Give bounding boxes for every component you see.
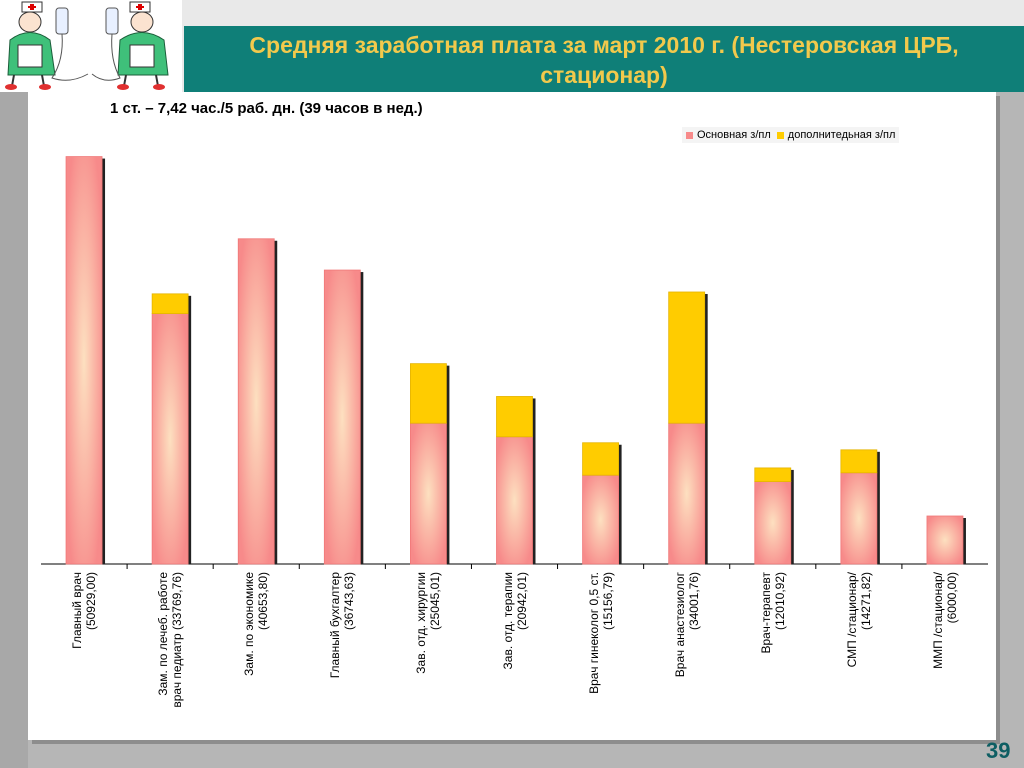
legend-label-additional: дополнитедьная з/пл — [787, 129, 896, 141]
x-tick-label-line: (14271,82) — [858, 572, 873, 631]
legend-label-main: Основная з/пл — [697, 129, 771, 141]
x-tick-label: Зав. отд. хирургии (25045,01) — [414, 572, 442, 742]
x-tick-label: Зав. отд. терапии (20942,01) — [501, 572, 529, 742]
bar-additional — [668, 291, 706, 424]
bar-additional — [496, 396, 533, 438]
x-tick-label-line: (6000,00) — [944, 572, 959, 624]
x-tick-label-line: СМП /стационар/ — [844, 572, 859, 668]
x-tick-label: Зам. по экономике (40653,80) — [242, 572, 270, 742]
x-tick-label-line: (34001,76) — [686, 572, 701, 631]
bar-main — [926, 515, 964, 565]
bar-main — [582, 474, 619, 565]
bar-main — [237, 238, 275, 565]
x-tick-label-line: Зав. отд. хирургии — [414, 572, 429, 674]
chart-subtitle: 1 ст. – 7,42 час./5 раб. дн. (39 часов в… — [110, 100, 423, 117]
x-tick-label-line: Главный бухгалтер — [328, 572, 343, 679]
page-number: 39 — [986, 738, 1011, 763]
bar-main — [65, 156, 103, 565]
chart-legend: Основная з/пл дополнитедьная з/пл — [682, 127, 900, 143]
x-tick-label-line: (40653,80) — [256, 572, 271, 631]
x-tick-label-line: Врач гинеколог 0,5 ст. — [586, 572, 601, 694]
bar-additional — [582, 442, 619, 476]
x-tick-label: Главный бухгалтер (36743,63) — [328, 572, 356, 742]
x-tick-label-line: врач педиатр (33769,76) — [170, 572, 185, 708]
legend-swatch-main — [686, 131, 693, 139]
bar-additional — [840, 449, 878, 474]
slide-title: Средняя заработная плата за март 2010 г.… — [249, 32, 959, 88]
x-tick-label-line: Врач-терапевт — [758, 572, 773, 654]
x-tick-label-line: (36743,63) — [342, 572, 357, 631]
bar-main — [840, 472, 878, 565]
legend-item-main: Основная з/пл — [686, 129, 771, 141]
bar-main — [323, 269, 361, 565]
bar-main — [754, 481, 792, 565]
bar-additional — [410, 363, 447, 424]
bar-main — [151, 313, 189, 565]
bar-chart — [41, 156, 988, 569]
left-side-strip — [0, 92, 28, 768]
x-tick-label: Врач гинеколог 0,5 ст. (15156,79) — [587, 572, 615, 742]
x-tick-label-line: (12010,92) — [772, 572, 787, 631]
x-tick-label-line: (20942,01) — [514, 572, 529, 631]
x-tick-label-line: Зав. отд. терапии — [500, 572, 515, 670]
legend-swatch-additional — [776, 131, 784, 139]
x-tick-label: Врач-терапевт (12010,92) — [759, 572, 787, 742]
x-tick-label-line: Зам. по лечеб. работе — [156, 572, 171, 696]
bar-main — [496, 436, 533, 565]
bar-main — [668, 422, 706, 565]
x-tick-label-line: ММП /стационар/ — [930, 572, 945, 669]
legend-item-additional: дополнитедьная з/пл — [776, 129, 896, 141]
x-tick-label-line: (50929,00) — [84, 572, 99, 631]
nurses-with-iv-drip-icon — [0, 0, 182, 92]
x-tick-label: Зам. по лечеб. работе врач педиатр (33769… — [156, 572, 184, 742]
x-tick-label-line: (15156,79) — [600, 572, 615, 631]
x-tick-label: Врач анастезиолог (34001,76) — [673, 572, 701, 742]
x-tick-label: ММП /стационар/(6000,00) — [931, 572, 959, 742]
bar-main — [410, 422, 447, 565]
bar-additional — [754, 467, 792, 482]
x-tick-label-line: (25045,01) — [428, 572, 443, 631]
x-tick-label: СМП /стационар/(14271,82) — [845, 572, 873, 742]
header-band — [184, 26, 1024, 92]
x-tick-label-line: Врач анастезиолог — [672, 572, 687, 678]
x-tick-label: Главный врач (50929,00) — [70, 572, 98, 742]
bar-additional — [151, 293, 189, 314]
x-tick-label-line: Главный врач — [70, 572, 85, 649]
chart-panel: 1 ст. – 7,42 час./5 раб. дн. (39 часов в… — [28, 92, 996, 740]
x-tick-label-line: Зам. по экономике — [242, 572, 257, 676]
